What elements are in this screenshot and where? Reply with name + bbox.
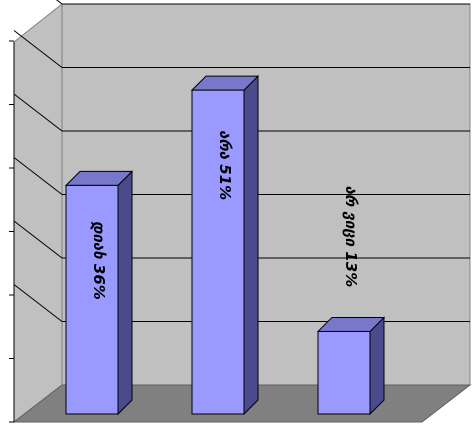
bar bbox=[191, 89, 245, 415]
bar-side bbox=[117, 170, 133, 416]
bar-data-label: არ ვიცი 13% bbox=[342, 186, 360, 288]
bar-side bbox=[369, 316, 385, 416]
gridline-side bbox=[13, 157, 63, 195]
gridline-side bbox=[13, 30, 63, 68]
gridline-side bbox=[13, 284, 63, 322]
bar bbox=[65, 184, 119, 415]
gridline-side bbox=[13, 93, 63, 132]
bar-data-label: დიახ 36% bbox=[90, 221, 108, 300]
bar bbox=[317, 330, 371, 415]
gridline-side bbox=[13, 220, 63, 259]
chart-side-wall bbox=[13, 2, 63, 424]
bar-side bbox=[243, 74, 259, 416]
bar-data-label: არა 51% bbox=[216, 130, 234, 200]
gridline-side bbox=[55, 0, 63, 5]
